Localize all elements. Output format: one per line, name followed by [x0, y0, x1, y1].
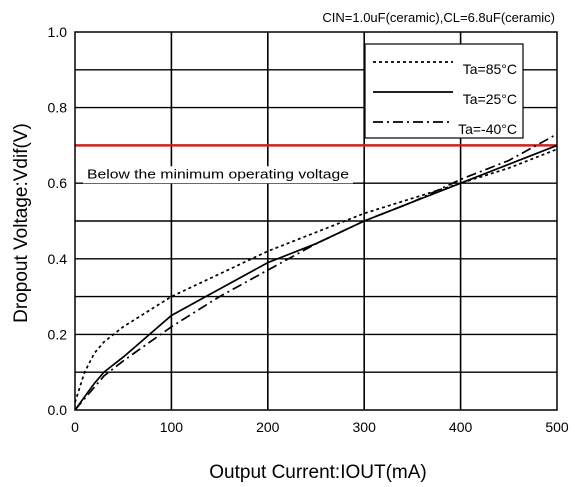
y-tick-label: 0.4 [48, 251, 68, 267]
y-tick-label: 0.8 [48, 100, 68, 116]
chart-subtitle: CIN=1.0uF(ceramic),CL=6.8uF(ceramic) [322, 10, 555, 25]
y-tick-label: 1.0 [48, 24, 68, 40]
x-tick-labels: 0 100 200 300 400 500 [71, 419, 569, 435]
x-tick-label: 300 [353, 419, 377, 435]
y-tick-label: 0.2 [48, 326, 68, 342]
series-line-solid [74, 144, 558, 411]
legend-label: Ta=25°C [463, 91, 517, 107]
annotation-background [83, 166, 353, 184]
series-line-dotted [74, 148, 558, 403]
legend-label: Ta=-40°C [458, 121, 517, 137]
y-axis-title: Dropout Voltage:Vdif(V) [11, 123, 32, 323]
y-tick-label: 0.0 [48, 402, 68, 418]
series-line-dashdot [74, 133, 558, 411]
x-tick-label: 100 [160, 419, 184, 435]
plot-frame [74, 31, 558, 411]
x-tick-label: 400 [449, 419, 473, 435]
legend-label: Ta=85°C [463, 61, 517, 77]
y-tick-label: 0.6 [48, 175, 68, 191]
y-tick-labels: 0.0 0.2 0.4 0.6 0.8 1.0 [48, 24, 68, 418]
x-tick-label: 500 [545, 419, 569, 435]
x-tick-label: 200 [256, 419, 280, 435]
series-lines [74, 133, 558, 411]
legend-box [364, 43, 524, 139]
reference-line-group: Below the minimum operating voltage [75, 144, 557, 184]
legend: Ta=85°C Ta=25°C Ta=-40°C [364, 43, 524, 139]
x-axis-title: Output Current:IOUT(mA) [209, 462, 427, 483]
min-voltage-annotation: Below the minimum operating voltage [87, 166, 349, 181]
x-tick-label: 0 [71, 419, 79, 435]
